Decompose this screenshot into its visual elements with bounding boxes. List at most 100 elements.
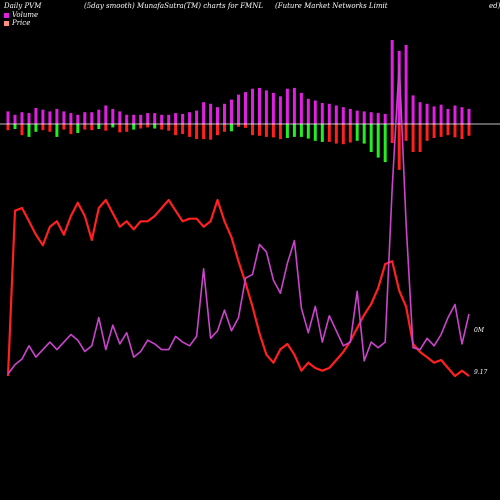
price-change-bar — [285, 124, 289, 138]
volume-bar — [383, 113, 387, 124]
volume-bar — [313, 100, 317, 124]
volume-bar — [397, 50, 401, 124]
chart-title: (5day smooth) MunafaSutra(TM) charts for… — [84, 2, 263, 10]
company-name-tail: ed) — [489, 2, 500, 10]
price-change-bar — [425, 124, 429, 141]
volume-bar — [111, 108, 115, 124]
price-change-bar — [278, 124, 282, 140]
price-change-bar — [223, 124, 226, 132]
volume-bar — [362, 111, 366, 124]
price-change-bar — [418, 124, 422, 152]
volume-bar — [460, 107, 464, 124]
price-change-bar — [446, 124, 450, 136]
volume-bar — [13, 114, 17, 124]
volume-bar — [104, 105, 108, 124]
volume-bar — [181, 113, 185, 124]
price-change-bar — [97, 124, 101, 129]
price-change-bar — [125, 124, 129, 132]
volume-bar — [425, 103, 429, 124]
price-change-bar — [299, 124, 303, 137]
legend-price-swatch — [4, 20, 9, 26]
volume-bar — [369, 112, 373, 124]
price-change-bar — [334, 124, 338, 144]
volume-bar — [62, 111, 66, 124]
volume-bar — [55, 108, 59, 124]
volume-bar — [411, 95, 415, 124]
price-change-bar — [69, 124, 73, 135]
volume-bar — [209, 103, 213, 124]
volume-smooth-line — [7, 63, 470, 375]
volume-bar — [139, 114, 143, 124]
legend-price-label: Price — [12, 19, 31, 27]
price-line — [6, 198, 470, 378]
volume-bar — [299, 92, 303, 124]
volume-bar — [446, 108, 450, 124]
price-change-bar — [327, 124, 331, 142]
price-change-bar — [320, 124, 324, 142]
price-change-bar — [90, 124, 94, 131]
price-change-bar — [76, 124, 80, 133]
volume-bar — [76, 114, 80, 124]
price-end-label: 9.17 — [474, 369, 488, 376]
price-change-bar — [111, 124, 115, 128]
volume-bar — [174, 113, 178, 124]
price-change-bar — [362, 124, 366, 144]
volume-bar — [306, 98, 310, 124]
price-change-bar — [209, 124, 213, 140]
price-change-bar — [27, 124, 31, 137]
price-change-bar — [306, 124, 310, 139]
volume-bar — [285, 88, 289, 124]
volume-bar — [188, 112, 192, 124]
volume-bar — [153, 113, 157, 124]
volume-bar — [195, 110, 199, 124]
volume-bar — [404, 45, 408, 124]
price-change-bar — [341, 124, 345, 145]
volume-bar — [376, 113, 380, 124]
volume-bar — [160, 114, 164, 124]
volume-bar — [230, 99, 233, 124]
price-change-bar — [167, 124, 171, 131]
price-change-bar — [174, 124, 178, 136]
price-change-bar — [104, 124, 108, 131]
volume-bar — [202, 102, 206, 124]
volume-bar — [83, 112, 87, 124]
volume-bar — [118, 111, 122, 124]
price-change-bar — [271, 124, 275, 138]
price-change-bar — [13, 124, 17, 129]
price-change-bar — [230, 124, 233, 132]
legend-volume-label: Volume — [12, 11, 39, 19]
price-change-bar — [369, 124, 373, 152]
volume-bar — [258, 87, 261, 124]
volume-end-label: 0M — [474, 327, 484, 334]
volume-bar — [237, 94, 240, 124]
volume-bar — [20, 112, 24, 124]
volume-bar — [90, 112, 94, 124]
price-change-bar — [432, 124, 436, 138]
volume-bar — [467, 108, 471, 124]
price-change-bar — [160, 124, 164, 130]
price-change-bar — [313, 124, 317, 141]
price-change-bar — [453, 124, 457, 138]
price-change-bar — [467, 124, 471, 136]
volume-bar — [146, 113, 150, 124]
price-change-bar — [6, 124, 10, 131]
volume-bar — [41, 109, 45, 124]
volume-bar — [48, 111, 52, 124]
price-change-bar — [153, 124, 157, 129]
price-change-bar — [376, 124, 380, 158]
price-change-bar — [55, 124, 59, 137]
volume-bar — [244, 92, 247, 124]
price-change-bar — [251, 124, 254, 136]
price-change-bar — [404, 124, 408, 141]
price-change-bar — [397, 124, 401, 170]
volume-bar — [355, 110, 359, 124]
legend-volume-swatch — [4, 12, 9, 18]
volume-bar — [167, 114, 171, 124]
price-change-bar — [62, 124, 66, 130]
price-change-bar — [383, 124, 387, 163]
volume-bar — [278, 96, 282, 124]
volume-bar — [327, 103, 331, 124]
legend-price: Price — [4, 19, 30, 27]
price-change-bar — [20, 124, 24, 136]
